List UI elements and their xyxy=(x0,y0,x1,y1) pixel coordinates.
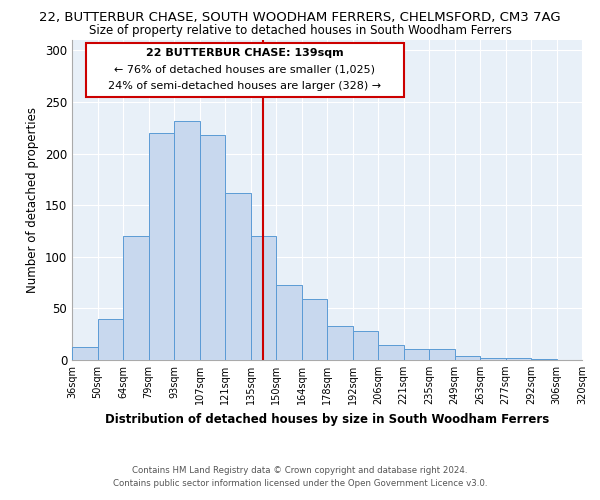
Text: 24% of semi-detached houses are larger (328) →: 24% of semi-detached houses are larger (… xyxy=(108,81,382,91)
Bar xyxy=(251,236,276,360)
Bar xyxy=(123,236,149,360)
Bar xyxy=(404,348,429,360)
Bar xyxy=(353,331,378,360)
Bar xyxy=(327,326,353,360)
Y-axis label: Number of detached properties: Number of detached properties xyxy=(26,107,40,293)
Text: Contains HM Land Registry data © Crown copyright and database right 2024.
Contai: Contains HM Land Registry data © Crown c… xyxy=(113,466,487,487)
X-axis label: Distribution of detached houses by size in South Woodham Ferrers: Distribution of detached houses by size … xyxy=(105,412,549,426)
Text: ← 76% of detached houses are smaller (1,025): ← 76% of detached houses are smaller (1,… xyxy=(114,64,375,74)
Bar xyxy=(531,359,557,360)
Bar xyxy=(429,348,455,360)
Text: Size of property relative to detached houses in South Woodham Ferrers: Size of property relative to detached ho… xyxy=(89,24,511,37)
Bar xyxy=(72,346,97,360)
Bar xyxy=(276,284,302,360)
Bar xyxy=(455,356,480,360)
Text: 22, BUTTERBUR CHASE, SOUTH WOODHAM FERRERS, CHELMSFORD, CM3 7AG: 22, BUTTERBUR CHASE, SOUTH WOODHAM FERRE… xyxy=(39,11,561,24)
Bar xyxy=(378,344,404,360)
Bar xyxy=(225,193,251,360)
Bar xyxy=(480,358,505,360)
Bar xyxy=(149,133,174,360)
Bar xyxy=(505,358,531,360)
Bar xyxy=(174,120,199,360)
Text: 22 BUTTERBUR CHASE: 139sqm: 22 BUTTERBUR CHASE: 139sqm xyxy=(146,48,344,58)
Bar xyxy=(97,318,123,360)
FancyBboxPatch shape xyxy=(86,43,404,97)
Bar xyxy=(302,299,327,360)
Bar xyxy=(199,135,225,360)
